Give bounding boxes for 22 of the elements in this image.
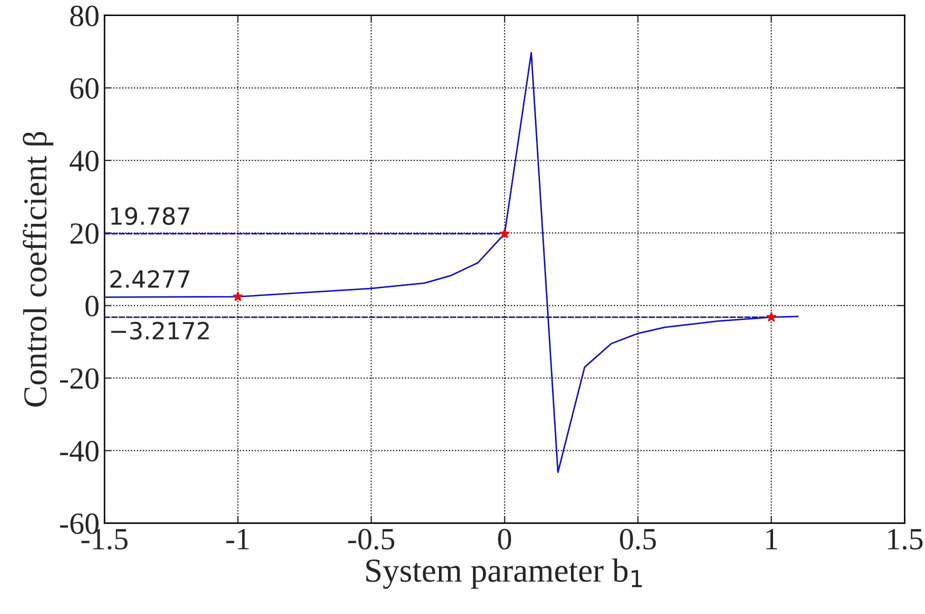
x-tick-label: 0 bbox=[498, 528, 512, 550]
y-tick-label: -40 bbox=[60, 440, 98, 462]
y-tick-label: 20 bbox=[70, 223, 98, 244]
point bbox=[500, 228, 510, 238]
y-tick-label: 0 bbox=[86, 296, 98, 316]
x-tick-label: -1 bbox=[226, 529, 249, 550]
point bbox=[233, 292, 243, 301]
y-tick-label: 40 bbox=[70, 150, 98, 172]
x-tick-label: 0.5 bbox=[620, 528, 656, 550]
y-tick-label: -20 bbox=[60, 368, 98, 389]
annotation: 2.4277 bbox=[110, 270, 190, 288]
y-axis-title: Control coefficient β bbox=[22, 132, 54, 407]
x-tick-label: -0.5 bbox=[348, 528, 394, 550]
line-series bbox=[104, 52, 799, 474]
x-tick-label: 1.5 bbox=[888, 529, 923, 550]
y-tick-label: 60 bbox=[70, 78, 98, 99]
annotation: 19.787 bbox=[111, 207, 190, 225]
annotation: −3.2172 bbox=[111, 322, 209, 340]
y-tick-label: 80 bbox=[70, 6, 98, 26]
x-axis-title: System parameter b$_{1}$ bbox=[366, 558, 642, 589]
x-tick-label: 1 bbox=[766, 529, 778, 550]
point bbox=[766, 312, 776, 322]
